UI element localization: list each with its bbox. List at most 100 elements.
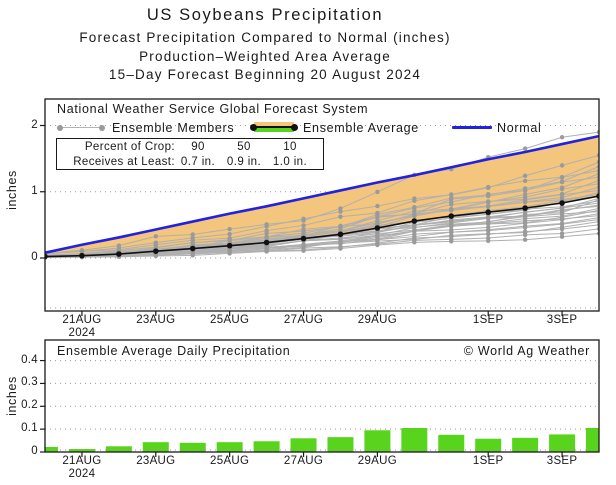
ensemble-member-dot (412, 240, 416, 244)
ensemble-member-dot (560, 212, 564, 216)
daily-precip-bar (291, 438, 317, 452)
daily-precip-bar (106, 446, 132, 452)
ensemble-member-dot (264, 235, 268, 239)
daily-precip-bar (475, 439, 501, 452)
ensemble-member-dot (338, 209, 342, 213)
forecast-source-label: National Weather Service Global Forecast… (57, 102, 368, 116)
ensemble-member-dot (412, 232, 416, 236)
daily-precip-bar (549, 434, 575, 452)
x-tick-label: 23AUG (128, 455, 184, 467)
ensemble-member-dot (264, 249, 268, 253)
ensemble-member-dot (375, 234, 379, 238)
bottom-y-tick-label: 0.2 (8, 399, 38, 411)
ensemble-average-dot (338, 231, 344, 237)
crop-value: 0.9 in. (221, 156, 267, 168)
x-tick-year-label: 2024 (54, 327, 110, 339)
ensemble-member-dot (523, 174, 527, 178)
ensemble-member-dot (227, 227, 231, 231)
ensemble-average-dot (190, 246, 196, 252)
crop-table-row: Receives at Least: 0.7 in. 0.9 in. 1.0 i… (57, 155, 323, 169)
x-tick-label: 1SEP (460, 455, 516, 467)
ensemble-member-dot (154, 234, 158, 238)
x-tick-label: 3SEP (534, 455, 590, 467)
crop-table-row: Percent of Crop: 90 50 10 (57, 140, 323, 154)
ensemble-member-dot (227, 232, 231, 236)
top-y-tick-label: 1 (14, 185, 38, 197)
ensemble-member-dot (264, 245, 268, 249)
ensemble-member-dot (375, 204, 379, 208)
ensemble-member-dot (301, 227, 305, 231)
ensemble-members-marker (58, 127, 104, 128)
x-tick-label: 25AUG (202, 455, 258, 467)
x-tick-label: 29AUG (349, 455, 405, 467)
crop-value: 1.0 in. (267, 156, 313, 168)
ensemble-member-dot (560, 163, 564, 167)
green-band-swatch (254, 128, 294, 132)
top-y-tick-label: 2 (14, 119, 38, 131)
ensemble-member-dot (301, 249, 305, 253)
ensemble-member-dot (560, 193, 564, 197)
daily-precip-bar (364, 430, 390, 452)
bottom-y-tick-label: 0.3 (8, 376, 38, 388)
ensemble-member-dot (560, 175, 564, 179)
bottom-chart-title: Ensemble Average Daily Precipitation (57, 344, 290, 358)
ensemble-member-dot (523, 214, 527, 218)
ensemble-member-dot (338, 246, 342, 250)
ensemble-average-dot (227, 243, 233, 249)
daily-precip-bar (401, 428, 427, 452)
ensemble-member-dot (560, 235, 564, 239)
crop-value: 10 (267, 141, 313, 153)
crop-value: 0.7 in. (175, 156, 221, 168)
ensemble-average-dot (485, 209, 491, 215)
ensemble-average-dot (522, 205, 528, 211)
ensemble-member-dot (412, 212, 416, 216)
x-tick-label: 21AUG (54, 455, 110, 467)
ensemble-member-dot (449, 202, 453, 206)
charts-svg (0, 0, 616, 485)
ensemble-member-dot (523, 179, 527, 183)
ensemble-member-dot (486, 239, 490, 243)
x-tick-label: 25AUG (202, 314, 258, 326)
ensemble-member-dot (338, 215, 342, 219)
normal-line-marker (452, 126, 492, 129)
percent-of-crop-table: Percent of Crop: 90 50 10 Receives at Le… (56, 138, 324, 170)
ensemble-member-dot (486, 204, 490, 208)
x-tick-label: 3SEP (534, 314, 590, 326)
ensemble-member-dot (301, 217, 305, 221)
ensemble-member-dot (560, 217, 564, 221)
x-tick-label: 21AUG (54, 314, 110, 326)
ensemble-members-label: Ensemble Members (112, 121, 234, 135)
ensemble-member-dot (486, 232, 490, 236)
ensemble-member-dot (560, 187, 564, 191)
member-dot-icon (57, 125, 63, 131)
ensemble-average-dot (116, 251, 122, 257)
ensemble-member-dot (375, 243, 379, 247)
ensemble-member-dot (227, 251, 231, 255)
ensemble-member-dot (523, 200, 527, 204)
daily-precip-bar (438, 435, 464, 452)
ensemble-average-dot (559, 200, 565, 206)
bottom-plot-area (32, 361, 612, 452)
x-tick-label: 27AUG (276, 455, 332, 467)
ensemble-average-dot (264, 240, 270, 246)
ensemble-member-dot (449, 207, 453, 211)
ensemble-member-dot (560, 227, 564, 231)
ensemble-member-dot (560, 135, 564, 139)
average-line-swatch (254, 126, 294, 128)
x-tick-year-label: 2024 (54, 468, 110, 480)
ensemble-member-dot (375, 214, 379, 218)
x-tick-label: 1SEP (460, 314, 516, 326)
x-tick-label: 23AUG (128, 314, 184, 326)
crop-value: 50 (221, 141, 267, 153)
ensemble-member-dot (301, 223, 305, 227)
bottom-y-tick-label: 0.1 (8, 422, 38, 434)
ensemble-member-dot (154, 254, 158, 258)
x-tick-label: 29AUG (349, 314, 405, 326)
daily-precip-bar (217, 442, 243, 452)
ensemble-average-dot (375, 225, 381, 231)
daily-precip-bar (143, 442, 169, 452)
bottom-y-tick-label: 0.4 (8, 354, 38, 366)
ensemble-member-dot (523, 238, 527, 242)
ensemble-member-dot (375, 190, 379, 194)
ensemble-member-dot (449, 224, 453, 228)
